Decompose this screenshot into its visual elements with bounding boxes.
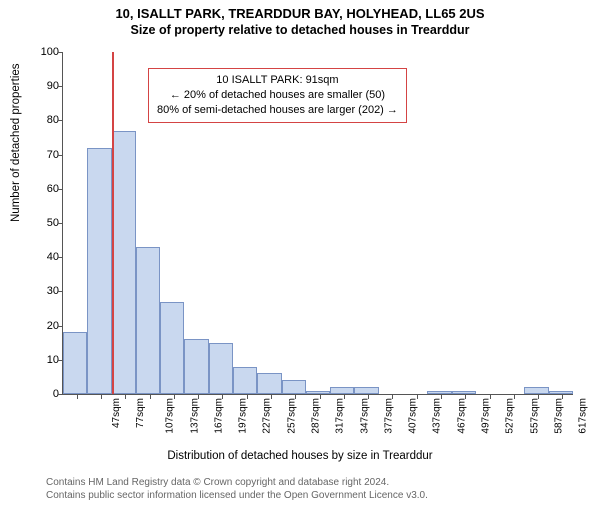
address-title: 10, ISALLT PARK, TREARDDUR BAY, HOLYHEAD… xyxy=(0,6,600,21)
x-tick-label: 347sqm xyxy=(359,398,370,434)
x-tick-label: 467sqm xyxy=(456,398,467,434)
histogram-bar xyxy=(112,131,136,394)
histogram-bar xyxy=(209,343,233,394)
x-tick-label: 77sqm xyxy=(135,398,146,428)
annotation-line: 80% of semi-detached houses are larger (… xyxy=(157,103,398,118)
histogram-bar xyxy=(282,380,306,394)
x-tick-label: 557sqm xyxy=(529,398,540,434)
y-tick-mark xyxy=(58,189,63,190)
x-tick-mark xyxy=(101,394,102,399)
y-tick-mark xyxy=(58,52,63,53)
y-tick-label: 10 xyxy=(19,354,59,366)
histogram-bar xyxy=(452,391,476,394)
x-tick-mark xyxy=(295,394,296,399)
y-tick-mark xyxy=(58,155,63,156)
histogram-bar xyxy=(354,387,378,394)
histogram-bar xyxy=(257,373,281,394)
x-tick-label: 377sqm xyxy=(383,398,394,434)
x-tick-mark xyxy=(368,394,369,399)
x-tick-mark xyxy=(344,394,345,399)
y-tick-mark xyxy=(58,120,63,121)
property-marker-line xyxy=(112,52,114,394)
x-tick-mark xyxy=(392,394,393,399)
y-tick-label: 50 xyxy=(19,217,59,229)
histogram-bar xyxy=(306,391,330,394)
histogram-bar xyxy=(63,332,87,394)
x-tick-label: 317sqm xyxy=(335,398,346,434)
x-tick-mark xyxy=(271,394,272,399)
x-tick-label: 107sqm xyxy=(165,398,176,434)
annotation-line: ← 20% of detached houses are smaller (50… xyxy=(157,88,398,103)
x-tick-mark xyxy=(247,394,248,399)
x-tick-mark xyxy=(222,394,223,399)
y-tick-mark xyxy=(58,291,63,292)
x-tick-label: 287sqm xyxy=(311,398,322,434)
y-tick-label: 0 xyxy=(19,388,59,400)
x-tick-mark xyxy=(441,394,442,399)
histogram-bar xyxy=(427,391,451,394)
x-tick-label: 587sqm xyxy=(553,398,564,434)
histogram-bar xyxy=(549,391,573,394)
x-tick-label: 617sqm xyxy=(578,398,589,434)
chart-area: 010203040506070809010047sqm77sqm107sqm13… xyxy=(62,52,572,394)
histogram-bar xyxy=(136,247,160,394)
x-tick-label: 137sqm xyxy=(189,398,200,434)
x-tick-label: 437sqm xyxy=(432,398,443,434)
x-tick-mark xyxy=(125,394,126,399)
histogram-bar xyxy=(524,387,548,394)
y-tick-mark xyxy=(58,257,63,258)
histogram-bar xyxy=(87,148,111,394)
y-tick-mark xyxy=(58,394,63,395)
x-tick-label: 497sqm xyxy=(481,398,492,434)
histogram-bar xyxy=(184,339,208,394)
footer-line: Contains public sector information licen… xyxy=(46,490,428,503)
y-tick-label: 60 xyxy=(19,183,59,195)
x-tick-label: 257sqm xyxy=(286,398,297,434)
x-tick-label: 197sqm xyxy=(238,398,249,434)
x-tick-label: 167sqm xyxy=(213,398,224,434)
x-tick-mark xyxy=(198,394,199,399)
x-tick-label: 407sqm xyxy=(408,398,419,434)
y-tick-label: 100 xyxy=(19,46,59,58)
x-tick-mark xyxy=(417,394,418,399)
y-tick-mark xyxy=(58,86,63,87)
x-tick-mark xyxy=(562,394,563,399)
y-tick-label: 90 xyxy=(19,80,59,92)
y-tick-label: 20 xyxy=(19,320,59,332)
y-tick-mark xyxy=(58,326,63,327)
plot-area: 010203040506070809010047sqm77sqm107sqm13… xyxy=(62,52,573,395)
histogram-bar xyxy=(330,387,354,394)
x-tick-mark xyxy=(538,394,539,399)
license-footer: Contains HM Land Registry data © Crown c… xyxy=(46,477,428,502)
x-axis-label: Distribution of detached houses by size … xyxy=(0,450,600,462)
x-tick-mark xyxy=(490,394,491,399)
x-tick-label: 47sqm xyxy=(111,398,122,428)
y-tick-label: 80 xyxy=(19,114,59,126)
histogram-bar xyxy=(160,302,184,394)
x-tick-mark xyxy=(174,394,175,399)
x-tick-mark xyxy=(465,394,466,399)
x-tick-label: 527sqm xyxy=(505,398,516,434)
x-tick-mark xyxy=(77,394,78,399)
x-tick-label: 227sqm xyxy=(262,398,273,434)
x-tick-mark xyxy=(150,394,151,399)
x-tick-mark xyxy=(320,394,321,399)
y-tick-label: 30 xyxy=(19,285,59,297)
annotation-line: 10 ISALLT PARK: 91sqm xyxy=(157,73,398,88)
y-tick-mark xyxy=(58,223,63,224)
y-tick-label: 40 xyxy=(19,251,59,263)
y-tick-label: 70 xyxy=(19,149,59,161)
annotation-box: 10 ISALLT PARK: 91sqm← 20% of detached h… xyxy=(148,68,407,123)
subtitle: Size of property relative to detached ho… xyxy=(0,23,600,37)
histogram-bar xyxy=(233,367,257,394)
footer-line: Contains HM Land Registry data © Crown c… xyxy=(46,477,428,490)
x-tick-mark xyxy=(514,394,515,399)
